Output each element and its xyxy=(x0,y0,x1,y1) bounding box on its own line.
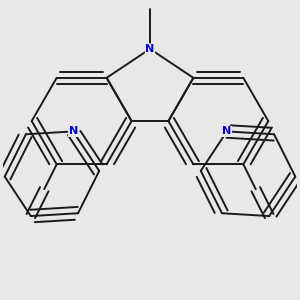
Text: N: N xyxy=(146,44,154,54)
Text: N: N xyxy=(68,126,78,136)
Text: N: N xyxy=(222,126,232,136)
